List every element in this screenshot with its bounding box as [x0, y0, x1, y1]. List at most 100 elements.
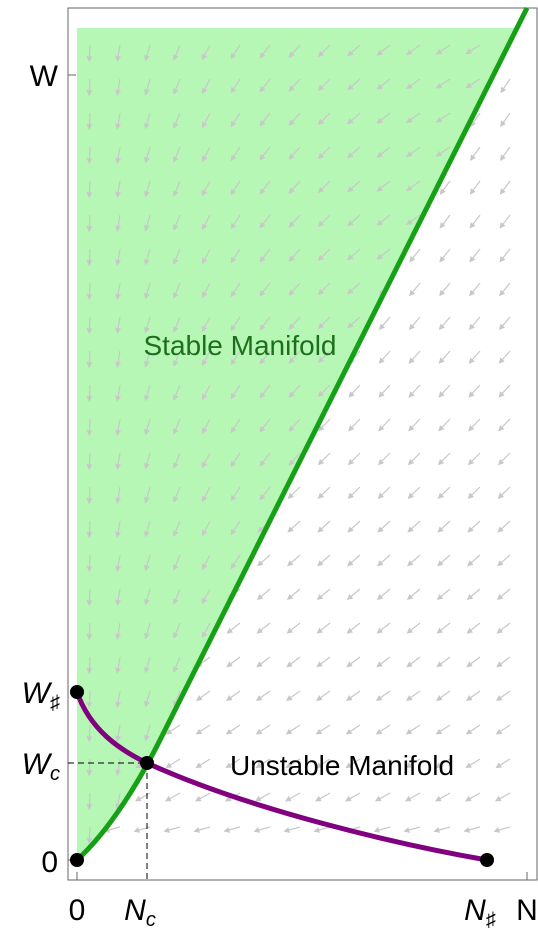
field-arrow	[143, 486, 151, 504]
field-arrow	[285, 758, 301, 769]
field-arrow	[143, 418, 151, 436]
field-arrow	[288, 350, 301, 364]
field-arrow	[403, 826, 421, 833]
field-arrow	[201, 180, 211, 197]
field-arrow	[143, 520, 151, 538]
field-arrow	[439, 282, 451, 297]
field-arrow	[230, 44, 241, 60]
field-arrow	[468, 384, 481, 398]
field-arrow	[497, 486, 511, 499]
field-arrow	[348, 384, 361, 398]
field-arrow	[143, 554, 151, 572]
field-arrow	[259, 248, 271, 263]
field-arrow	[259, 180, 271, 195]
field-arrow	[378, 418, 391, 432]
field-arrow	[469, 248, 481, 263]
field-arrow	[230, 282, 241, 298]
field-arrow	[435, 690, 451, 701]
field-arrow	[201, 78, 211, 95]
field-arrow	[469, 282, 481, 297]
field-arrow	[345, 724, 361, 735]
field-arrow	[315, 758, 331, 769]
field-arrow	[495, 724, 511, 735]
field-arrow	[115, 44, 122, 62]
field-arrow	[115, 214, 122, 232]
field-arrow	[377, 554, 391, 567]
field-arrow	[86, 282, 93, 301]
y-label: W♯	[22, 677, 60, 714]
field-arrow	[201, 350, 211, 367]
field-arrow	[500, 78, 511, 94]
field-arrow	[201, 452, 211, 469]
field-arrow	[143, 248, 151, 266]
field-arrow	[284, 792, 301, 802]
field-arrow	[347, 112, 361, 125]
field-arrow	[288, 44, 301, 58]
unstable-manifold	[74, 691, 488, 863]
field-arrow	[496, 622, 511, 634]
field-arrow	[143, 656, 151, 674]
field-arrow	[406, 146, 421, 158]
field-arrow	[143, 452, 151, 470]
field-arrow	[172, 690, 181, 707]
field-arrow	[467, 486, 481, 499]
field-arrow	[115, 248, 122, 266]
field-arrow	[376, 44, 391, 56]
field-arrow	[465, 758, 481, 769]
field-arrow	[495, 758, 511, 769]
field-arrow	[172, 316, 181, 333]
field-arrow	[172, 214, 181, 231]
field-arrow	[436, 588, 451, 601]
field-arrow	[86, 316, 93, 335]
field-arrow	[405, 758, 421, 769]
field-arrow	[313, 826, 331, 833]
field-arrow	[467, 452, 481, 466]
field-arrow	[259, 452, 271, 467]
field-arrow	[406, 180, 421, 192]
field-arrow	[438, 350, 451, 364]
field-arrow	[314, 792, 331, 802]
field-arrow	[195, 758, 211, 769]
field-arrow	[499, 248, 511, 263]
frame	[67, 7, 538, 881]
field-arrow	[230, 180, 241, 196]
field-arrow	[172, 282, 181, 299]
field-arrow	[86, 78, 93, 97]
field-arrow	[115, 622, 122, 640]
field-arrow	[407, 554, 421, 567]
field-arrow	[115, 724, 122, 742]
field-arrow	[86, 690, 93, 709]
field-arrow	[347, 78, 361, 91]
field-arrow	[86, 248, 93, 267]
field-arrow	[315, 724, 331, 735]
field-arrow	[346, 622, 361, 634]
field-arrow	[497, 554, 511, 567]
field-arrow	[497, 452, 511, 466]
field-arrow	[317, 350, 331, 364]
field-arrow	[86, 554, 93, 573]
x-label: Nc	[124, 894, 156, 931]
field-arrow	[253, 826, 271, 833]
field-arrow	[439, 248, 451, 263]
field-arrow	[201, 248, 211, 265]
field-arrow	[230, 316, 241, 332]
field-arrow	[288, 112, 301, 126]
y-label: W	[30, 60, 59, 93]
field-arrow	[86, 792, 93, 811]
field-arrow	[115, 418, 122, 436]
field-arrow	[376, 214, 391, 226]
field-arrow	[498, 350, 511, 364]
field-arrow	[435, 758, 451, 769]
field-arrow	[230, 112, 241, 128]
field-arrow	[344, 792, 361, 802]
field-arrow	[143, 146, 151, 164]
field-arrow	[345, 758, 361, 769]
field-arrow	[465, 724, 481, 735]
field-arrow	[201, 316, 211, 333]
field-arrow	[495, 690, 511, 701]
stable-manifold	[75, 6, 530, 862]
field-arrow	[317, 180, 331, 194]
field-arrow	[437, 554, 451, 567]
field-arrow	[496, 656, 511, 668]
